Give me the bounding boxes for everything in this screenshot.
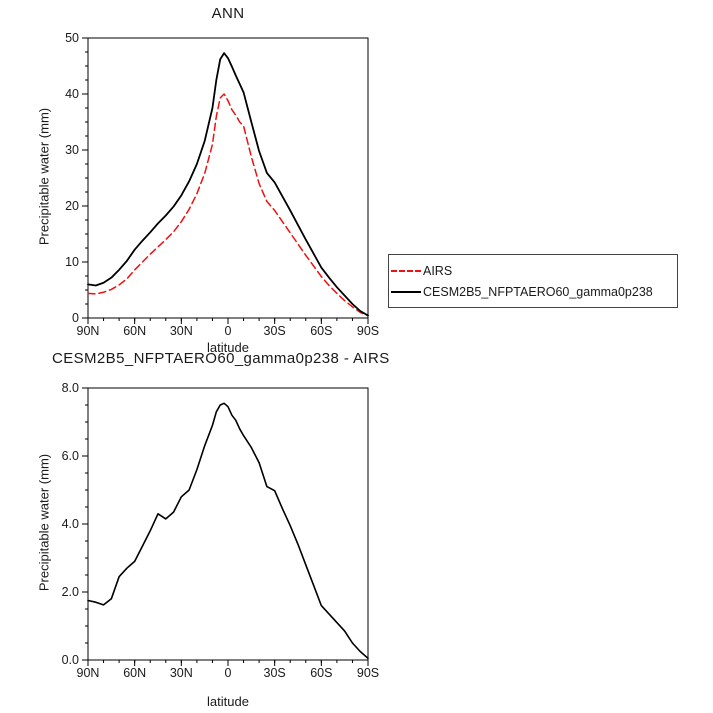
legend-label-airs: AIRS: [423, 263, 453, 278]
y-tick-label: 30: [65, 143, 79, 157]
axes: 90N 60N 30N 0 30S 60S 90S 0.0 2.0 4.0 6.0 8.0: [62, 381, 380, 680]
x-tick-label: 30N: [170, 324, 193, 338]
legend-label-cesm: CESM2B5_NFPTAERO60_gamma0p238: [423, 284, 653, 299]
y-tick-label: 2.0: [62, 585, 79, 599]
x-tick-label: 30N: [170, 666, 193, 680]
series-line-1: [87, 52, 369, 317]
legend-line-sample-cesm: [391, 290, 421, 293]
x-tick-label: 0: [225, 324, 232, 338]
axes: 90N 60N 30N 0 30S 60S 90S 0 10 20 30 40 50: [65, 31, 379, 338]
x-tick-label: 90N: [77, 324, 100, 338]
y-tick-label: 8.0: [62, 381, 79, 395]
y-tick-label: 0.0: [62, 653, 79, 667]
legend-entry-cesm: CESM2B5_NFPTAERO60_gamma0p238: [391, 281, 677, 302]
x-tick-label: 90S: [357, 324, 379, 338]
top-chart: 90N 60N 30N 0 30S 60S 90S 0 10 20 30 40 50: [65, 31, 379, 338]
y-tick-label: 6.0: [62, 449, 79, 463]
y-tick-label: 4.0: [62, 517, 79, 531]
y-tick-label: 10: [65, 255, 79, 269]
x-tick-label: 60S: [310, 666, 332, 680]
legend-box: AIRS CESM2B5_NFPTAERO60_gamma0p238: [388, 254, 678, 308]
x-tick-label: 90S: [357, 666, 379, 680]
legend-line-sample-airs: [391, 269, 421, 272]
series-line-0: [87, 93, 369, 317]
y-tick-label: 0: [72, 311, 79, 325]
x-tick-label: 60N: [123, 324, 146, 338]
x-tick-label: 60N: [123, 666, 146, 680]
top-chart-x-axis-label: latitude: [207, 340, 249, 355]
y-tick-label: 50: [65, 31, 79, 45]
x-tick-label: 0: [225, 666, 232, 680]
series-line-0: [87, 402, 369, 660]
bottom-chart-title: CESM2B5_NFPTAERO60_gamma0p238 - AIRS: [52, 350, 390, 367]
y-tick-label: 20: [65, 199, 79, 213]
x-tick-label: 30S: [264, 324, 286, 338]
y-tick-label: 40: [65, 87, 79, 101]
x-tick-label: 90N: [77, 666, 100, 680]
bottom-chart-x-axis-label: latitude: [207, 694, 249, 709]
top-chart-title: ANN: [211, 5, 245, 22]
x-tick-label: 30S: [264, 666, 286, 680]
legend-entry-airs: AIRS: [391, 260, 677, 281]
x-tick-label: 60S: [310, 324, 332, 338]
bottom-chart: 90N 60N 30N 0 30S 60S 90S 0.0 2.0 4.0 6.0 8.0: [62, 381, 380, 680]
